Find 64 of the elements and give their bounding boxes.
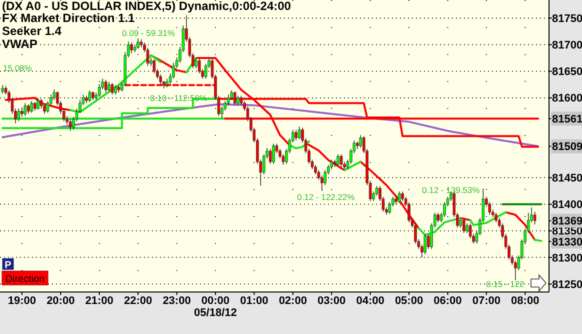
x-tick-label: 22:00 [124, 295, 152, 307]
candlestick [340, 154, 343, 168]
x-tick-label: 23:00 [162, 295, 191, 307]
candlestick [424, 234, 427, 255]
candlestick [272, 143, 275, 164]
candlestick [194, 57, 198, 68]
y-tick-label: 81561 [552, 113, 582, 126]
annotation: 0.12 - 139.53% [422, 185, 480, 195]
y-tick-label: 81300 [552, 252, 582, 264]
chart-title: (DX A0 - US DOLLAR INDEX,5) Dynamic,0:00-24:00 [2, 0, 292, 13]
direction-button: Direction [2, 270, 48, 286]
x-tick-label: 06:00 [434, 295, 462, 307]
text: 05/18/12 [194, 307, 237, 319]
annotation: P [4, 260, 12, 271]
annotation: Seeker 1.4 [2, 24, 62, 38]
candlestick [294, 129, 298, 141]
candlestick [17, 108, 20, 122]
candlestick [268, 148, 272, 164]
x-tick-label: 20:00 [46, 295, 75, 307]
y-tick-label: 81400 [552, 199, 582, 212]
x-tick-label: 19:00 [8, 295, 36, 307]
x-tick-label: 02:00 [278, 295, 307, 307]
y-tick-label: 81250 [552, 278, 582, 291]
x-tick-label: 01:00 [240, 295, 268, 307]
p-button: P [2, 258, 14, 271]
candlestick [108, 82, 110, 92]
candlestick [104, 79, 108, 93]
annotation: Direction [5, 274, 45, 285]
y-tick-label: 81509 [552, 141, 582, 154]
y-tick-label: 81750 [552, 12, 582, 25]
candlestick [359, 134, 362, 148]
y-tick-label: 81650 [552, 66, 582, 78]
x-tick-label: 00:00 [201, 295, 230, 307]
annotation: 15.08% [3, 63, 32, 73]
y-tick-label: 81369 [552, 216, 582, 228]
annotation: VWAP [2, 37, 38, 51]
candlestick [236, 95, 240, 106]
x-tick-label: 05:00 [394, 295, 424, 307]
candlestick [26, 104, 30, 114]
candlestick [233, 91, 236, 106]
annotation: 0.15 - 122 [486, 279, 525, 289]
x-tick-label: 04:00 [356, 295, 384, 307]
candlestick [24, 102, 27, 116]
candlestick [298, 126, 301, 140]
y-tick-label: 81330 [552, 236, 582, 248]
candlestick [114, 84, 117, 96]
candlestick [20, 107, 24, 117]
x-tick-label: 21:00 [85, 295, 114, 307]
annotation: 0.12 - 122.22% [297, 192, 356, 202]
x-tick-label: 08:00 [511, 295, 540, 307]
candlestick [533, 211, 536, 225]
y-tick-label: 81450 [552, 172, 582, 184]
x-tick-label: 03:00 [318, 295, 346, 307]
annotation: 0.09 - 59.31% [122, 28, 176, 38]
candlestick [110, 82, 114, 96]
candlestick [336, 154, 340, 166]
y-tick-label: 81600 [552, 92, 582, 105]
candlestick [68, 118, 72, 132]
candlestick [436, 212, 440, 223]
x-tick-label: 07:00 [472, 295, 500, 307]
candlestick [30, 100, 34, 114]
candlestick [459, 218, 462, 228]
annotation: FX Market Direction 1.1 [2, 11, 136, 25]
y-tick-label: 81700 [552, 40, 582, 52]
